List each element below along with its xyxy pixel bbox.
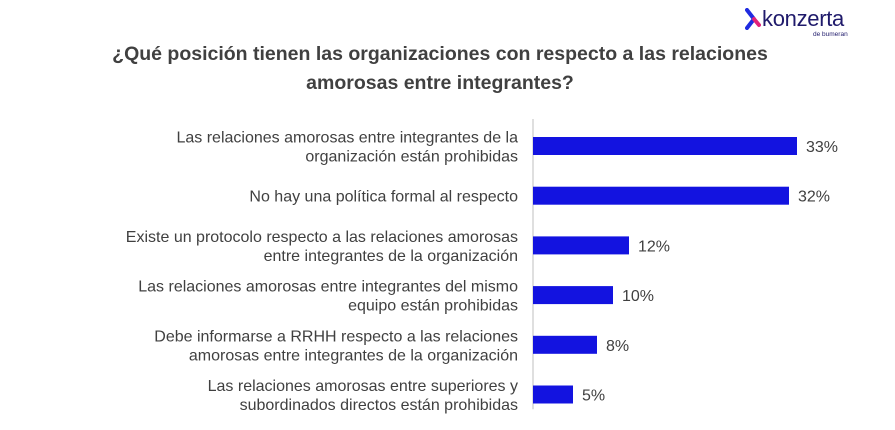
data-label: 5%: [582, 388, 605, 405]
category-label: organización están prohibidas: [305, 149, 518, 166]
brand-tagline: de bumeran: [813, 31, 848, 38]
bar: [533, 286, 613, 305]
brand-logo: konzerta de bumeran: [745, 6, 865, 42]
bar: [533, 335, 597, 354]
data-label: 12%: [638, 238, 670, 255]
bar: [533, 236, 629, 255]
data-label: 8%: [606, 338, 629, 355]
chart-title-line: ¿Qué posición tienen las organizaciones …: [112, 43, 768, 65]
chevron-k-logo-icon: [745, 8, 761, 30]
chart-title-line: amorosas entre integrantes?: [306, 72, 574, 94]
category-label: Las relaciones amorosas entre integrante…: [138, 279, 518, 296]
category-label: amorosas entre integrantes de la organiz…: [189, 347, 518, 364]
bar: [533, 385, 573, 404]
data-label: 33%: [806, 139, 838, 156]
data-label: 32%: [798, 189, 830, 206]
category-label: Debe informarse a RRHH respecto a las re…: [154, 328, 518, 345]
data-label: 10%: [622, 288, 654, 305]
category-label: Existe un protocolo respecto a las relac…: [126, 229, 518, 246]
chart-title: ¿Qué posición tienen las organizaciones …: [40, 40, 840, 98]
bar: [533, 137, 797, 155]
category-label: subordinados directos están prohibidas: [240, 397, 518, 414]
brand-name: konzerta: [762, 6, 844, 31]
category-label: No hay una política formal al respecto: [249, 189, 518, 206]
category-label: Las relaciones amorosas entre superiores…: [208, 378, 518, 395]
category-label: equipo están prohibidas: [348, 298, 518, 315]
category-label: entre integrantes de la organización: [264, 248, 518, 265]
category-label: Las relaciones amorosas entre integrante…: [176, 130, 518, 147]
bar: [533, 186, 789, 205]
